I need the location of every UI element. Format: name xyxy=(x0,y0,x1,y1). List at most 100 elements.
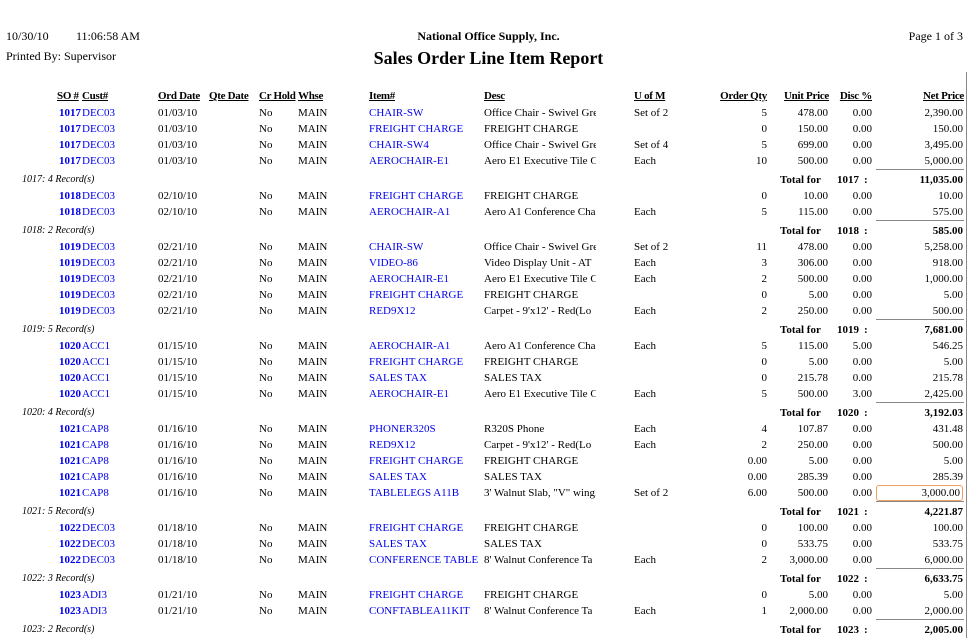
item-link[interactable]: SALES TAX xyxy=(369,538,427,550)
customer-link[interactable]: DEC03 xyxy=(82,241,115,253)
item-link[interactable]: FREIGHT CHARGE xyxy=(369,455,464,467)
item-link[interactable]: TABLELEGS A11B xyxy=(369,487,460,499)
item-link[interactable]: CONFERENCE TABLE xyxy=(369,554,479,566)
so-link[interactable]: 1020 xyxy=(59,388,81,400)
unit-price: 285.39 xyxy=(797,471,828,483)
so-link[interactable]: 1019 xyxy=(59,305,81,317)
net-price: 285.39 xyxy=(932,471,963,483)
item-link[interactable]: VIDEO-86 xyxy=(369,257,418,269)
so-link[interactable]: 1023 xyxy=(59,605,81,617)
customer-link[interactable]: ACC1 xyxy=(82,372,111,384)
so-link[interactable]: 1017 xyxy=(59,139,81,151)
customer-link[interactable]: ADI3 xyxy=(82,605,108,617)
so-link[interactable]: 1019 xyxy=(59,273,81,285)
item-link[interactable]: SALES TAX xyxy=(369,372,427,384)
customer-link[interactable]: CAP8 xyxy=(82,423,109,435)
total-so: 1023 xyxy=(837,624,859,636)
so-link[interactable]: 1018 xyxy=(59,206,81,218)
description: 3' Walnut Slab, "V" wing. xyxy=(484,487,596,499)
item-link[interactable]: AEROCHAIR-A1 xyxy=(369,340,451,352)
discount-pct: 0.00 xyxy=(852,289,872,301)
item-link[interactable]: CHAIR-SW xyxy=(369,107,424,119)
customer-link[interactable]: DEC03 xyxy=(82,305,115,317)
so-link[interactable]: 1017 xyxy=(59,123,81,135)
so-link[interactable]: 1022 xyxy=(59,522,81,534)
item-link[interactable]: CHAIR-SW xyxy=(369,241,424,253)
order-qty: 2 xyxy=(761,305,768,317)
unit-price: 500.00 xyxy=(797,155,828,167)
customer-link[interactable]: DEC03 xyxy=(82,155,115,167)
customer-link[interactable]: ACC1 xyxy=(82,356,111,368)
item-link[interactable]: PHONER320S xyxy=(369,423,436,435)
item-link[interactable]: FREIGHT CHARGE xyxy=(369,356,464,368)
customer-link[interactable]: DEC03 xyxy=(82,554,115,566)
customer-link[interactable]: DEC03 xyxy=(82,190,115,202)
customer-link[interactable]: ACC1 xyxy=(82,340,111,352)
customer-link[interactable]: ACC1 xyxy=(82,388,111,400)
customer-link[interactable]: DEC03 xyxy=(82,538,115,550)
customer-link[interactable]: DEC03 xyxy=(82,206,115,218)
unit-of-measure: Each xyxy=(634,273,656,285)
item-link[interactable]: CHAIR-SW4 xyxy=(369,139,429,151)
so-link[interactable]: 1021 xyxy=(59,455,81,467)
item-link[interactable]: RED9X12 xyxy=(369,305,416,317)
table-row: 1019 DEC03 02/21/10 No MAIN RED9X12 Carpet - 9… xyxy=(0,303,966,319)
order-qty: 0.00 xyxy=(747,471,767,483)
customer-link[interactable]: DEC03 xyxy=(82,139,115,151)
net-price: 3,495.00 xyxy=(924,139,964,151)
item-link[interactable]: AEROCHAIR-E1 xyxy=(369,155,450,167)
net-price: 6,000.00 xyxy=(924,554,964,566)
customer-link[interactable]: DEC03 xyxy=(82,289,115,301)
item-link[interactable]: FREIGHT CHARGE xyxy=(369,522,464,534)
customer-link[interactable]: CAP8 xyxy=(82,471,109,483)
so-link[interactable]: 1022 xyxy=(59,538,81,550)
customer-link[interactable]: DEC03 xyxy=(82,273,115,285)
customer-link[interactable]: CAP8 xyxy=(82,455,109,467)
total-label: Total for xyxy=(780,324,821,336)
customer-link[interactable]: DEC03 xyxy=(82,107,115,119)
customer-link[interactable]: DEC03 xyxy=(82,522,115,534)
so-link[interactable]: 1019 xyxy=(59,241,81,253)
so-link[interactable]: 1020 xyxy=(59,340,81,352)
customer-link[interactable]: DEC03 xyxy=(82,257,115,269)
item-link[interactable]: AEROCHAIR-E1 xyxy=(369,388,450,400)
so-link[interactable]: 1019 xyxy=(59,289,81,301)
col-whse: Whse xyxy=(298,90,324,102)
table-row: 1020 ACC1 01/15/10 No MAIN AEROCHAIR-E1 Aero E… xyxy=(0,386,966,402)
item-link[interactable]: AEROCHAIR-A1 xyxy=(369,206,451,218)
so-link[interactable]: 1023 xyxy=(59,589,81,601)
item-link[interactable]: AEROCHAIR-E1 xyxy=(369,273,450,285)
record-count: 1021: 5 Record(s) xyxy=(22,506,95,517)
customer-link[interactable]: ADI3 xyxy=(82,589,108,601)
item-link[interactable]: FREIGHT CHARGE xyxy=(369,589,464,601)
so-link[interactable]: 1019 xyxy=(59,257,81,269)
order-date: 01/18/10 xyxy=(158,538,198,550)
so-link[interactable]: 1022 xyxy=(59,554,81,566)
total-so: 1021 xyxy=(837,506,859,518)
credit-hold: No xyxy=(259,487,273,499)
item-link[interactable]: FREIGHT CHARGE xyxy=(369,190,464,202)
so-link[interactable]: 1020 xyxy=(59,372,81,384)
discount-pct: 0.00 xyxy=(852,190,872,202)
so-link[interactable]: 1021 xyxy=(59,487,81,499)
customer-link[interactable]: CAP8 xyxy=(82,487,109,499)
so-link[interactable]: 1017 xyxy=(59,155,81,167)
so-link[interactable]: 1021 xyxy=(59,471,81,483)
unit-price: 215.78 xyxy=(797,372,828,384)
item-link[interactable]: SALES TAX xyxy=(369,471,427,483)
item-link[interactable]: CONFTABLEA11KIT xyxy=(369,605,470,617)
so-link[interactable]: 1021 xyxy=(59,423,81,435)
so-link[interactable]: 1021 xyxy=(59,439,81,451)
record-count: 1018: 2 Record(s) xyxy=(22,225,95,236)
so-link[interactable]: 1018 xyxy=(59,190,81,202)
col-qty: Order Qty xyxy=(720,90,767,102)
warehouse: MAIN xyxy=(298,423,328,435)
net-price: 2,425.00 xyxy=(924,388,964,400)
item-link[interactable]: FREIGHT CHARGE xyxy=(369,289,464,301)
so-link[interactable]: 1017 xyxy=(59,107,81,119)
so-link[interactable]: 1020 xyxy=(59,356,81,368)
item-link[interactable]: FREIGHT CHARGE xyxy=(369,123,464,135)
customer-link[interactable]: DEC03 xyxy=(82,123,115,135)
item-link[interactable]: RED9X12 xyxy=(369,439,416,451)
customer-link[interactable]: CAP8 xyxy=(82,439,109,451)
